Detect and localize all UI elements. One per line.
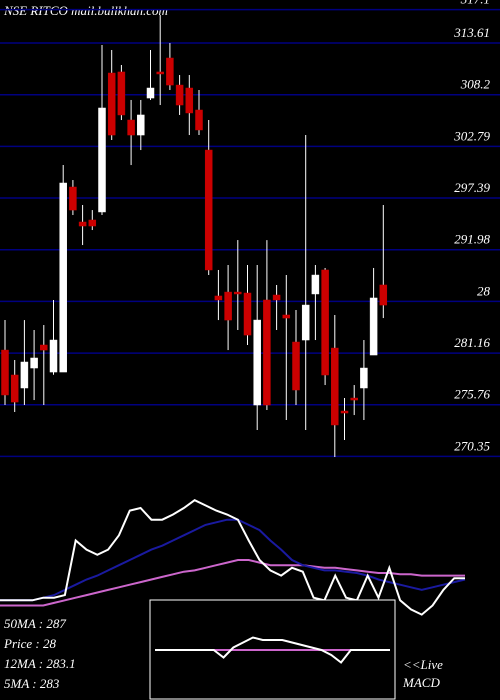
candle-body — [263, 299, 271, 406]
y-tick-label: 270.35 — [454, 438, 490, 453]
y-tick-label: 313.61 — [453, 25, 490, 40]
indicator-label: Price : 28 — [3, 636, 56, 651]
indicator-label: 5MA : 283 — [4, 676, 60, 691]
y-tick-label: 297.39 — [454, 180, 490, 195]
y-tick-label: 308.2 — [460, 77, 491, 92]
candle-body — [185, 87, 194, 114]
candle-body — [214, 295, 223, 301]
candle-body — [369, 297, 378, 356]
candle-body — [272, 294, 281, 301]
candle-body — [350, 397, 358, 401]
indicator-line — [155, 636, 390, 664]
candle-body — [282, 314, 291, 319]
candle-body — [107, 72, 116, 136]
y-tick-label: 28 — [477, 283, 491, 298]
y-tick-label: 291.98 — [454, 232, 490, 247]
candle-body — [127, 119, 135, 136]
candle-body — [234, 291, 242, 295]
candle-body — [30, 357, 38, 369]
candle-body — [175, 84, 184, 106]
candle-body — [360, 367, 368, 389]
indicator-line — [0, 518, 466, 602]
y-tick-label: 281.16 — [454, 335, 490, 350]
candle-body — [204, 149, 213, 271]
candle-body — [117, 71, 126, 116]
candle-body — [379, 284, 388, 306]
candle-body — [331, 347, 339, 426]
candle-body — [49, 339, 58, 373]
candle-body — [78, 221, 87, 227]
candle-body — [224, 291, 232, 321]
candle-body — [301, 304, 310, 341]
candle-body — [98, 107, 106, 213]
candle-body — [59, 182, 67, 373]
candle-body — [243, 292, 252, 336]
candle-body — [292, 341, 300, 391]
indicator-line — [0, 499, 465, 616]
candle-body — [311, 274, 320, 295]
macd-label: MACD — [402, 675, 440, 690]
candle-body — [20, 361, 29, 389]
y-tick-label: 302.79 — [453, 128, 490, 143]
indicator-label: 50MA : 287 — [4, 616, 66, 631]
candle-body — [253, 319, 261, 406]
live-label: <<Live — [403, 657, 443, 672]
candle-body — [88, 219, 97, 227]
candle-body — [156, 71, 164, 75]
candle-body — [146, 87, 155, 99]
candle-body — [69, 186, 77, 211]
candle-body — [10, 374, 19, 403]
candle-body — [340, 410, 349, 414]
candle-body — [137, 114, 145, 136]
chart-title: NSE RITCO mail.bullkhan.com — [3, 3, 168, 18]
candle-body — [1, 349, 9, 396]
candle-body — [195, 109, 203, 131]
y-tick-label: 275.76 — [454, 387, 490, 402]
indicator-label: 12MA : 283.1 — [4, 656, 76, 671]
candle-body — [166, 57, 174, 86]
y-tick-label: 317.1 — [460, 0, 490, 7]
candle-body — [321, 269, 329, 376]
candle-body — [40, 344, 48, 351]
